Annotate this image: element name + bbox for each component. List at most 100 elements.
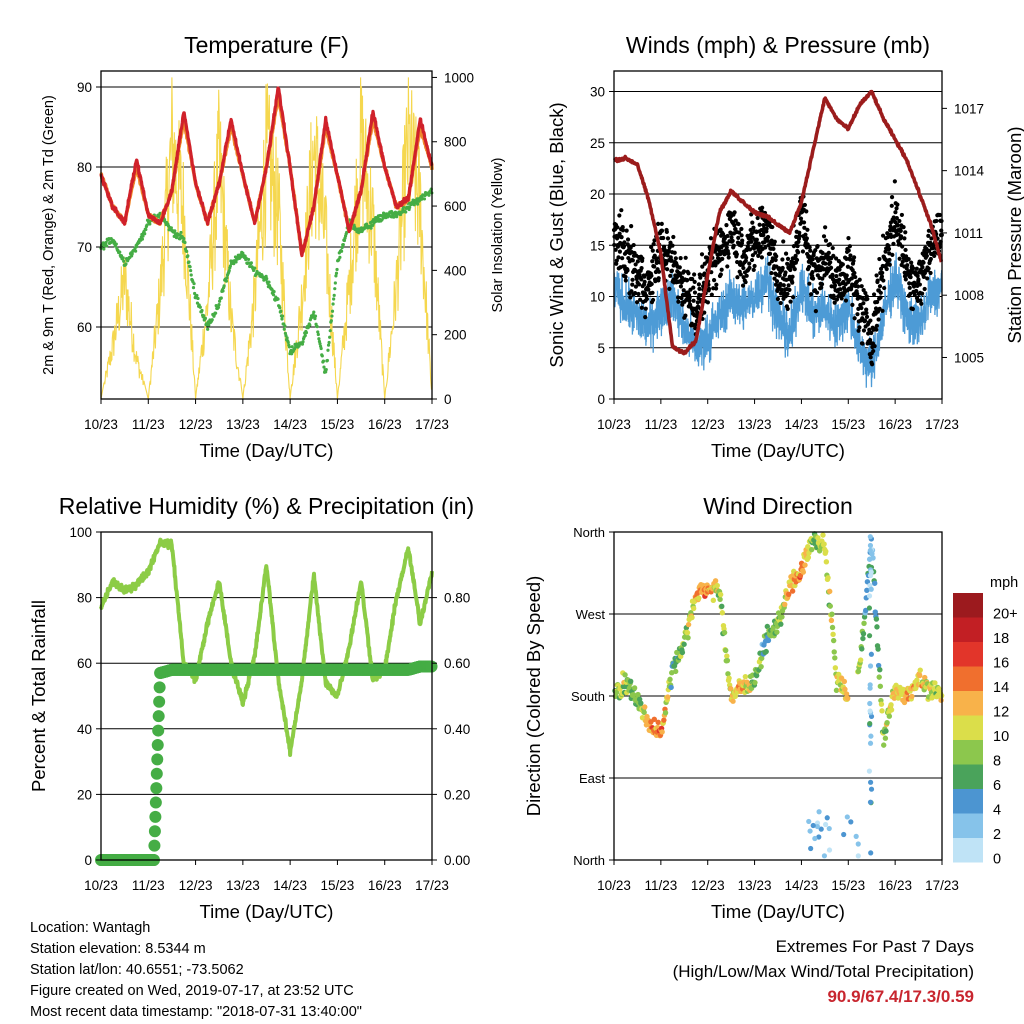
gust-point [892, 179, 897, 184]
gust-point [626, 255, 631, 261]
dewpoint-point [189, 273, 193, 277]
dewpoint-point [185, 249, 189, 254]
x-tick-label: 14/23 [273, 417, 307, 432]
gust-point [656, 276, 661, 281]
dewpoint-point [216, 305, 221, 309]
direction-point [824, 815, 830, 821]
direction-point [752, 679, 758, 686]
dewpoint-point [124, 262, 128, 266]
gust-point [788, 299, 793, 304]
gust-point [651, 242, 656, 247]
direction-point [696, 595, 702, 601]
y-axis-label: Percent & Total Rainfall [28, 600, 49, 792]
gust-point [676, 295, 681, 300]
gust-point [917, 282, 922, 287]
direction-point [613, 689, 620, 696]
direction-point [883, 728, 889, 734]
gust-point [761, 222, 766, 228]
direction-point [860, 631, 867, 637]
gust-point [850, 302, 855, 308]
gust-point [874, 273, 879, 278]
gust-point [813, 309, 818, 314]
direction-point [841, 831, 847, 838]
dewpoint-point [369, 226, 373, 230]
dewpoint-point [329, 319, 333, 323]
insolation-line [100, 77, 433, 400]
gust-point [855, 284, 861, 289]
dewpoint-point [287, 345, 291, 349]
direction-point [724, 657, 731, 664]
gust-point [714, 282, 719, 287]
gust-point [939, 228, 944, 233]
gust-point [921, 274, 926, 279]
gust-point [686, 271, 691, 276]
dewpoint-point [334, 274, 338, 278]
gust-point [631, 242, 636, 248]
y-axis-label: Sonic Wind & Gust (Blue, Black) [546, 102, 567, 367]
direction-series [612, 531, 945, 859]
gust-point [807, 281, 812, 286]
gust-point [751, 267, 756, 273]
x-tick-label: 14/23 [785, 878, 819, 893]
gust-point [804, 236, 809, 241]
gust-point [725, 233, 730, 239]
x-tick-label: 17/23 [925, 878, 959, 893]
dewpoint-point [303, 333, 307, 338]
gust-point [633, 284, 639, 289]
x-tick-label: 15/23 [321, 417, 355, 432]
gust-point [805, 242, 810, 247]
gust-point [652, 253, 657, 258]
direction-point [638, 700, 644, 706]
gust-point [616, 255, 621, 260]
direction-point [810, 822, 816, 829]
gust-point [828, 260, 833, 265]
gust-point [819, 282, 825, 287]
gust-point [639, 305, 644, 310]
gust-point [765, 234, 771, 240]
direction-point [809, 546, 815, 553]
direction-point [719, 603, 725, 609]
direction-point [867, 663, 874, 669]
gust-point [642, 274, 647, 279]
gust-point [866, 331, 871, 336]
gust-point [629, 223, 634, 229]
rainfall-point [150, 782, 163, 795]
gust-point [846, 248, 851, 253]
direction-point [712, 578, 719, 584]
gust-point [697, 286, 702, 291]
direction-point [728, 685, 734, 692]
dewpoint-point [227, 269, 231, 273]
direction-point [622, 672, 628, 678]
dewpoint-point [316, 332, 320, 337]
direction-point [659, 729, 665, 735]
x-tick-label: 12/23 [691, 878, 725, 893]
gust-point [918, 298, 923, 303]
colorbar-swatch [953, 666, 983, 691]
gust-point [623, 274, 628, 279]
dewpoint-point [217, 303, 221, 307]
dewpoint-point [332, 293, 336, 297]
direction-point [822, 821, 829, 828]
gust-point [757, 222, 762, 227]
gust-point [767, 261, 772, 266]
direction-point [651, 716, 657, 723]
y-tick-label: 20 [77, 787, 92, 802]
dewpoint-point [330, 314, 334, 318]
gust-point [773, 257, 778, 263]
direction-point [818, 826, 824, 832]
gust-point [849, 276, 854, 281]
gust-point [744, 247, 750, 253]
dewpoint-point [121, 256, 125, 260]
dewpoint-point [308, 323, 312, 327]
gust-point [797, 233, 802, 239]
direction-point [662, 710, 669, 716]
gust-point [778, 291, 784, 296]
direction-point [866, 768, 872, 774]
gust-point [897, 256, 902, 261]
gust-point [900, 259, 905, 264]
direction-point [879, 708, 885, 714]
gust-point [718, 272, 723, 277]
gust-point [625, 237, 631, 242]
colorbar-label: 4 [993, 802, 1001, 818]
